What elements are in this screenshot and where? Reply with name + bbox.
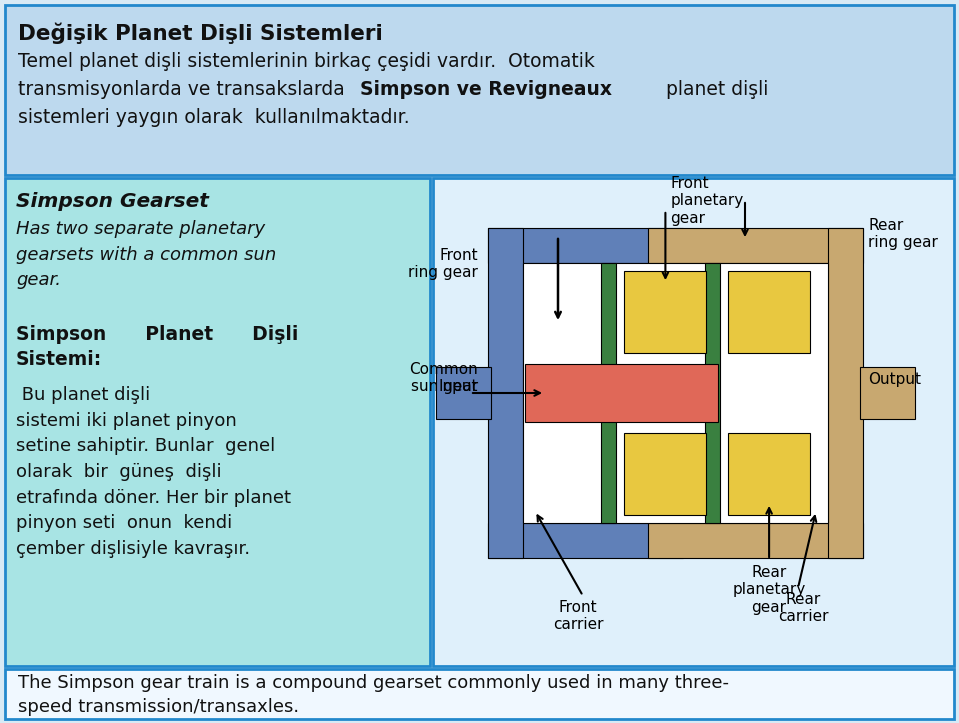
Bar (828, 228, 863, 558)
Bar (705, 263, 720, 523)
Bar (860, 367, 915, 419)
Bar (728, 433, 810, 515)
Text: Rear
planetary
gear: Rear planetary gear (733, 565, 806, 615)
Bar (648, 228, 863, 263)
Text: Has two separate planetary
gearsets with a common sun
gear.: Has two separate planetary gearsets with… (16, 220, 276, 289)
Text: planet dişli: planet dişli (660, 80, 768, 99)
Bar (601, 263, 617, 523)
Text: Bu planet dişli
sistemi iki planet pinyon
setine sahiptir. Bunlar  genel
olarak : Bu planet dişli sistemi iki planet pinyo… (16, 386, 291, 558)
Bar (5, 5, 954, 175)
Bar (433, 178, 954, 666)
Bar (648, 523, 863, 558)
Text: Rear
carrier: Rear carrier (778, 592, 829, 625)
Bar (728, 271, 810, 353)
Text: Output: Output (868, 372, 921, 387)
Bar (624, 271, 707, 353)
Text: Input: Input (438, 379, 478, 394)
Bar (488, 228, 523, 558)
Bar (5, 669, 954, 719)
Text: Common
sun gear: Common sun gear (409, 362, 478, 395)
Bar (5, 178, 430, 666)
Bar (523, 263, 828, 523)
Text: The Simpson gear train is a compound gearset commonly used in many three-
speed : The Simpson gear train is a compound gea… (18, 674, 729, 716)
Bar (436, 367, 491, 419)
Text: Değişik Planet Dişli Sistemleri: Değişik Planet Dişli Sistemleri (18, 22, 383, 43)
Text: Front
carrier: Front carrier (552, 600, 603, 633)
Bar (488, 523, 683, 558)
Text: sistemleri yaygın olarak  kullanılmaktadır.: sistemleri yaygın olarak kullanılmaktadı… (18, 108, 409, 127)
Text: Front
planetary
gear: Front planetary gear (670, 176, 743, 226)
Text: Simpson ve Revigneaux: Simpson ve Revigneaux (360, 80, 612, 99)
Text: transmisyonlarda ve transakslarda: transmisyonlarda ve transakslarda (18, 80, 351, 99)
Bar (624, 433, 707, 515)
Bar (525, 364, 718, 422)
Text: Rear
ring gear: Rear ring gear (868, 218, 938, 250)
Text: Temel planet dişli sistemlerinin birkaç çeşidi vardır.  Otomatik: Temel planet dişli sistemlerinin birkaç … (18, 52, 595, 71)
Text: Simpson      Planet      Dişli
Sistemi:: Simpson Planet Dişli Sistemi: (16, 325, 298, 369)
Text: Front
ring gear: Front ring gear (409, 248, 478, 281)
Text: Simpson Gearset: Simpson Gearset (16, 192, 209, 211)
Bar (488, 228, 683, 263)
